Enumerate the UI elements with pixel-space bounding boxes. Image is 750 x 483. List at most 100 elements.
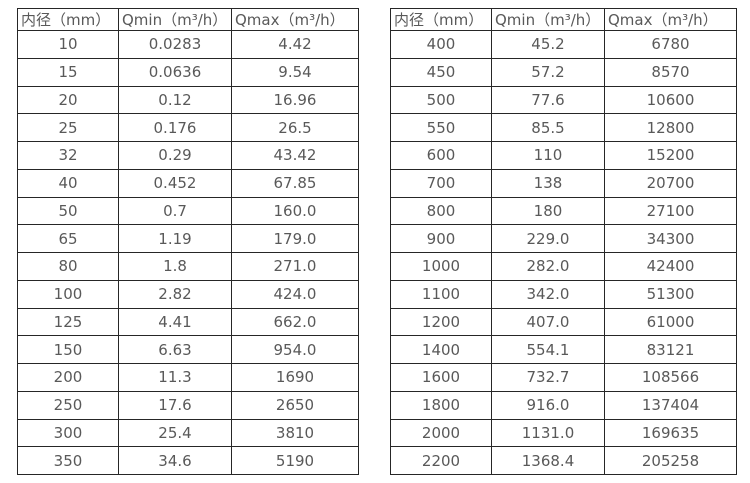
table-row: 2200 1368.4 205258 [390, 446, 737, 475]
flow-range-table-small-diameters: 内径（mm） Qmin（m³/h） Qmax（m³/h） 10 0.0283 4.4… [17, 8, 359, 475]
table-cell: 250 [17, 390, 119, 420]
table-cell: 732.7 [491, 363, 605, 392]
table-cell: 424.0 [231, 279, 359, 309]
table-cell: 20 [17, 85, 119, 115]
table-cell: 1.8 [118, 252, 232, 281]
table-cell: 0.0636 [118, 57, 232, 87]
header-qmax: Qmax（m³/h） [231, 8, 359, 31]
table-cell: 51300 [604, 279, 737, 309]
header-qmax: Qmax（m³/h） [604, 8, 737, 31]
table-row: 125 4.41 662.0 [17, 307, 359, 337]
table-cell: 916.0 [491, 390, 605, 420]
table-cell: 4.42 [231, 30, 359, 59]
table-row: 450 57.2 8570 [390, 57, 737, 87]
table-cell: 83121 [604, 335, 737, 364]
table-cell: 180 [491, 196, 605, 226]
table-cell: 15200 [604, 141, 737, 170]
table-body-right: 400 45.2 6780 450 57.2 8570 500 77.6 10600 550 85.… [390, 30, 737, 475]
table-cell: 342.0 [491, 279, 605, 309]
table-cell: 700 [390, 168, 492, 198]
table-row: 1800 916.0 137404 [390, 390, 737, 420]
table-cell: 200 [17, 363, 119, 392]
table-cell: 600 [390, 141, 492, 170]
table-cell: 65 [17, 224, 119, 253]
table-row: 65 1.19 179.0 [17, 224, 359, 253]
table-cell: 1600 [390, 363, 492, 392]
table-cell: 45.2 [491, 30, 605, 59]
table-cell: 300 [17, 418, 119, 448]
table-cell: 150 [17, 335, 119, 364]
table-cell: 4.41 [118, 307, 232, 337]
table-cell: 43.42 [231, 141, 359, 170]
table-cell: 1000 [390, 252, 492, 281]
table-cell: 3810 [231, 418, 359, 448]
flow-range-table-large-diameters: 内径（mm） Qmin（m³/h） Qmax（m³/h） 400 45.2 6780… [390, 8, 737, 475]
table-cell: 25.4 [118, 418, 232, 448]
table-row: 100 2.82 424.0 [17, 279, 359, 309]
header-qmin: Qmin（m³/h） [118, 8, 232, 31]
table-cell: 0.12 [118, 85, 232, 115]
table-cell: 137404 [604, 390, 737, 420]
table-cell: 662.0 [231, 307, 359, 337]
table-row: 32 0.29 43.42 [17, 141, 359, 170]
header-qmin: Qmin（m³/h） [491, 8, 605, 31]
table-cell: 205258 [604, 446, 737, 475]
table-cell: 12800 [604, 113, 737, 142]
table-cell: 15 [17, 57, 119, 87]
table-cell: 2650 [231, 390, 359, 420]
table-row: 1200 407.0 61000 [390, 307, 737, 337]
table-row: 15 0.0636 9.54 [17, 57, 359, 87]
table-cell: 271.0 [231, 252, 359, 281]
table-row: 400 45.2 6780 [390, 30, 737, 59]
table-cell: 0.7 [118, 196, 232, 226]
table-cell: 900 [390, 224, 492, 253]
table-cell: 1368.4 [491, 446, 605, 475]
table-row: 20 0.12 16.96 [17, 85, 359, 115]
table-cell: 0.452 [118, 168, 232, 198]
table-cell: 350 [17, 446, 119, 475]
table-row: 1400 554.1 83121 [390, 335, 737, 364]
table-row: 25 0.176 26.5 [17, 113, 359, 142]
table-cell: 0.29 [118, 141, 232, 170]
table-row: 50 0.7 160.0 [17, 196, 359, 226]
table-row: 250 17.6 2650 [17, 390, 359, 420]
table-row: 200 11.3 1690 [17, 363, 359, 392]
table-cell: 108566 [604, 363, 737, 392]
table-cell: 25 [17, 113, 119, 142]
table-cell: 27100 [604, 196, 737, 226]
table-row: 80 1.8 271.0 [17, 252, 359, 281]
table-row: 40 0.452 67.85 [17, 168, 359, 198]
table-row: 500 77.6 10600 [390, 85, 737, 115]
table-cell: 34.6 [118, 446, 232, 475]
table-cell: 10 [17, 30, 119, 59]
table-cell: 32 [17, 141, 119, 170]
table-cell: 179.0 [231, 224, 359, 253]
table-cell: 16.96 [231, 85, 359, 115]
table-cell: 67.85 [231, 168, 359, 198]
table-row: 800 180 27100 [390, 196, 737, 226]
table-cell: 954.0 [231, 335, 359, 364]
table-cell: 229.0 [491, 224, 605, 253]
table-cell: 0.0283 [118, 30, 232, 59]
header-row: 内径（mm） Qmin（m³/h） Qmax（m³/h） [17, 8, 359, 31]
table-cell: 1200 [390, 307, 492, 337]
table-cell: 61000 [604, 307, 737, 337]
table-cell: 110 [491, 141, 605, 170]
header-row: 内径（mm） Qmin（m³/h） Qmax（m³/h） [390, 8, 737, 31]
table-cell: 2.82 [118, 279, 232, 309]
table-cell: 6.63 [118, 335, 232, 364]
table-cell: 125 [17, 307, 119, 337]
table-cell: 554.1 [491, 335, 605, 364]
table-cell: 77.6 [491, 85, 605, 115]
table-cell: 800 [390, 196, 492, 226]
table-cell: 0.176 [118, 113, 232, 142]
table-cell: 1131.0 [491, 418, 605, 448]
table-cell: 50 [17, 196, 119, 226]
table-cell: 9.54 [231, 57, 359, 87]
table-cell: 20700 [604, 168, 737, 198]
table-row: 1600 732.7 108566 [390, 363, 737, 392]
table-cell: 40 [17, 168, 119, 198]
table-cell: 6780 [604, 30, 737, 59]
table-cell: 400 [390, 30, 492, 59]
